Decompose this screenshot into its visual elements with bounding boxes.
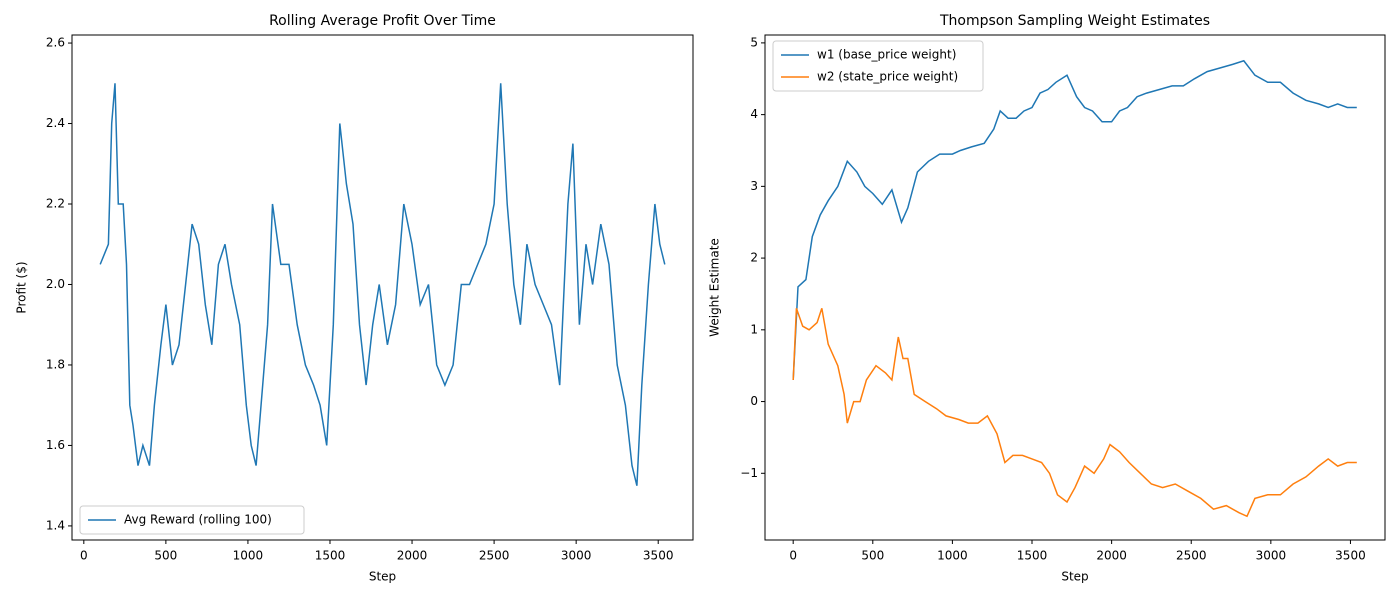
axes-frame bbox=[764, 34, 1386, 541]
y-tick-label: 1.6 bbox=[46, 438, 65, 452]
axes-frame bbox=[71, 34, 694, 541]
chart-title: Rolling Average Profit Over Time bbox=[269, 13, 496, 29]
x-tick-label: 500 bbox=[154, 549, 177, 563]
x-tick-label: 1500 bbox=[1017, 549, 1048, 563]
x-tick-label: 2000 bbox=[1096, 549, 1127, 563]
legend-label: Avg Reward (rolling 100) bbox=[124, 513, 272, 527]
y-tick-label: 2.6 bbox=[46, 36, 65, 50]
y-tick-label: 2.2 bbox=[46, 197, 65, 211]
y-axis-label: Profit ($) bbox=[15, 261, 29, 313]
x-axis-label: Step bbox=[369, 570, 396, 584]
x-tick-label: 2000 bbox=[397, 549, 428, 563]
legend-label: w2 (state_price weight) bbox=[817, 70, 958, 84]
x-tick-label: 1500 bbox=[315, 549, 346, 563]
x-tick-label: 1000 bbox=[937, 549, 968, 563]
y-tick-label: 2.4 bbox=[46, 116, 65, 130]
y-tick-label: 5 bbox=[750, 35, 758, 49]
x-tick-label: 500 bbox=[861, 549, 884, 563]
x-tick-label: 3500 bbox=[1335, 549, 1366, 563]
legend-box bbox=[772, 40, 984, 92]
series-line bbox=[99, 83, 666, 486]
series-line bbox=[792, 59, 1357, 381]
y-tick-label: 1 bbox=[750, 322, 758, 336]
y-tick-label: 0 bbox=[750, 394, 758, 408]
x-axis-label: Step bbox=[1061, 570, 1088, 584]
x-tick-label: 3000 bbox=[1256, 549, 1287, 563]
chart-title: Thompson Sampling Weight Estimates bbox=[939, 13, 1210, 29]
y-tick-label: 1.4 bbox=[46, 518, 65, 532]
x-tick-label: 1000 bbox=[233, 549, 264, 563]
y-tick-label: 2.0 bbox=[46, 277, 65, 291]
y-axis-label: Weight Estimate bbox=[708, 238, 722, 337]
x-tick-label: 3500 bbox=[643, 549, 674, 563]
y-tick-label: 3 bbox=[750, 179, 758, 193]
x-tick-label: 0 bbox=[80, 549, 88, 563]
series-line bbox=[792, 308, 1357, 518]
y-tick-label: 1.8 bbox=[46, 357, 65, 371]
x-tick-label: 3000 bbox=[561, 549, 592, 563]
legend-box bbox=[79, 505, 305, 535]
y-tick-label: −1 bbox=[740, 466, 758, 480]
legend-label: w1 (base_price weight) bbox=[817, 48, 956, 62]
x-tick-label: 2500 bbox=[479, 549, 510, 563]
x-tick-label: 0 bbox=[789, 549, 797, 563]
x-tick-label: 2500 bbox=[1176, 549, 1207, 563]
y-tick-label: 2 bbox=[750, 251, 758, 265]
y-tick-label: 4 bbox=[750, 107, 758, 121]
